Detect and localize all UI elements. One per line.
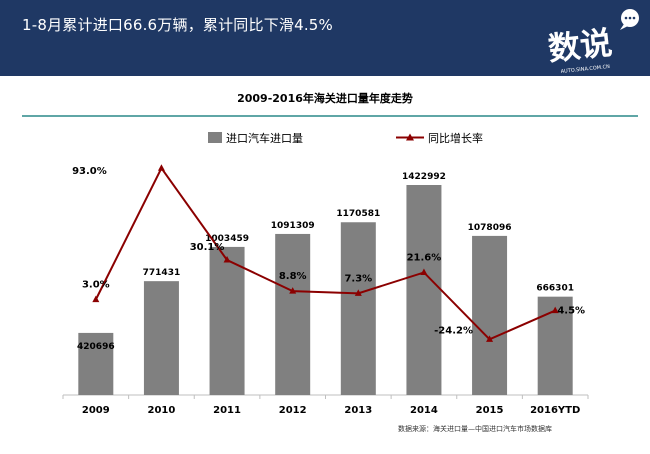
growth-marker <box>92 295 100 303</box>
growth-marker <box>354 289 362 296</box>
bar-value-label: 771431 <box>143 268 181 278</box>
bar-value-label: 420696 <box>77 342 115 352</box>
growth-value-label: 30.1% <box>190 242 225 253</box>
growth-value-label: -24.2% <box>434 325 473 336</box>
bubble-dot <box>628 16 632 20</box>
logo-text: 数说 <box>546 24 614 68</box>
growth-value-label: 21.6% <box>407 252 442 263</box>
logo-subtext: AUTO.SINA.COM.CN <box>560 64 610 74</box>
growth-value-label: 4.5% <box>557 306 585 317</box>
bubble-dot <box>624 16 628 20</box>
bar <box>209 246 245 395</box>
bar-value-label: 1078096 <box>468 223 512 233</box>
growth-value-label: 7.3% <box>344 273 372 284</box>
legend-line-label: 同比增长率 <box>428 131 483 145</box>
bubble-dot <box>632 16 636 20</box>
header-banner: 1-8月累计进口66.6万辆，累计同比下滑4.5% <box>0 0 650 76</box>
x-tick-label: 2009 <box>82 405 110 416</box>
bar-value-label: 1091309 <box>271 221 315 231</box>
growth-value-label: 8.8% <box>279 271 307 282</box>
logo: 数说 AUTO.SINA.COM.CN <box>546 9 639 74</box>
legend-bar-label: 进口汽车进口量 <box>226 131 303 145</box>
source-note: 数据来源：海关进口量—中国进口汽车市场数据库 <box>398 425 552 433</box>
legend-bar-swatch <box>208 132 222 143</box>
growth-value-label: 3.0% <box>82 280 110 291</box>
growth-value-label: 93.0% <box>72 166 107 177</box>
bar <box>406 185 442 395</box>
growth-marker <box>157 164 165 171</box>
page-title: 1-8月累计进口66.6万辆，累计同比下滑4.5% <box>22 16 334 34</box>
x-tick-label: 2010 <box>148 405 176 416</box>
x-tick-label: 2015 <box>476 405 504 416</box>
bar-value-label: 1003459 <box>205 234 249 244</box>
legend-line-marker <box>406 133 414 141</box>
bar-value-label: 666301 <box>536 284 574 294</box>
bar-value-label: 1170581 <box>336 209 380 219</box>
speech-bubble-tail-icon <box>620 24 628 30</box>
growth-marker <box>420 268 428 275</box>
x-tick-label: 2012 <box>279 405 307 416</box>
growth-line <box>94 166 556 341</box>
growth-marker <box>289 287 297 294</box>
x-tick-label: 2014 <box>410 405 438 416</box>
bar-value-label: 1422992 <box>402 172 446 182</box>
bar <box>143 281 179 395</box>
growth-marker <box>486 335 494 342</box>
bar <box>275 233 311 395</box>
growth-marker <box>551 306 559 314</box>
growth-marker <box>223 256 231 263</box>
bar <box>78 332 114 395</box>
x-tick-label: 2011 <box>213 405 241 416</box>
x-tick-label: 2013 <box>344 405 372 416</box>
x-tick-label: 2016YTD <box>530 405 580 416</box>
bar <box>472 235 508 395</box>
bar <box>340 222 376 395</box>
chart-title: 2009-2016年海关进口量年度走势 <box>237 91 413 105</box>
